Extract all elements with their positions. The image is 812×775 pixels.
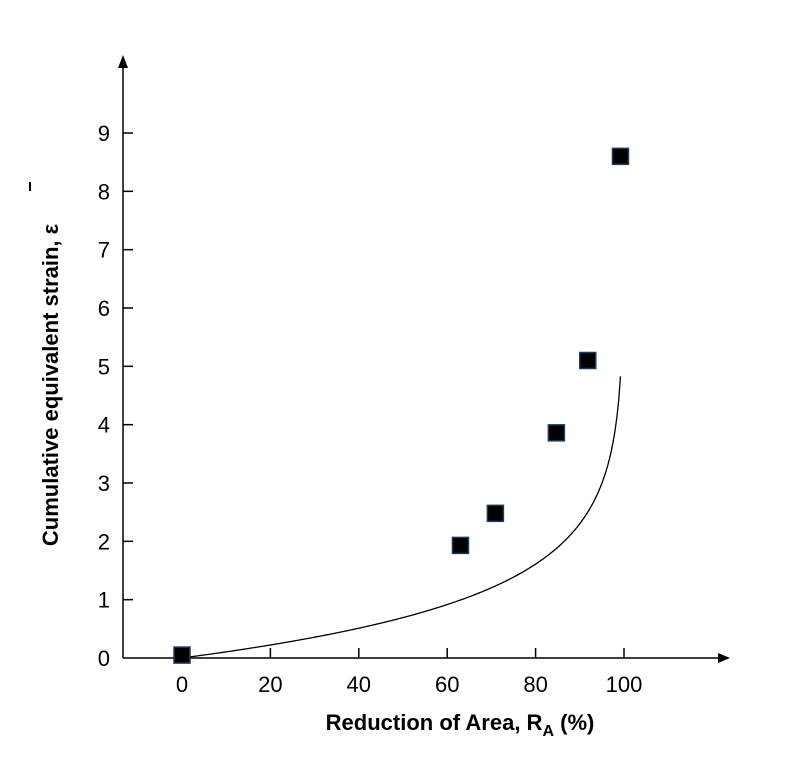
x-axis-title-suffix: (%) bbox=[554, 710, 594, 735]
axes bbox=[118, 55, 730, 663]
x-tick-label: 100 bbox=[606, 672, 643, 697]
y-ticks: 0 1 2 3 4 5 6 7 8 9 bbox=[98, 121, 133, 671]
y-tick-label: 5 bbox=[98, 354, 110, 379]
data-point bbox=[579, 351, 597, 370]
x-ticks: 0 20 40 60 80 100 bbox=[176, 648, 642, 697]
x-tick-label: 80 bbox=[523, 672, 547, 697]
x-tick-label: 0 bbox=[176, 672, 188, 697]
x-axis-title: Reduction of Area, RA (%) bbox=[326, 710, 595, 740]
y-tick-label: 4 bbox=[98, 413, 110, 438]
y-tick-label: 6 bbox=[98, 296, 110, 321]
x-tick-label: 60 bbox=[435, 672, 459, 697]
y-axis-arrow bbox=[118, 55, 128, 68]
y-tick-label: 9 bbox=[98, 121, 110, 146]
x-tick-label: 40 bbox=[347, 672, 371, 697]
y-tick-label: 8 bbox=[98, 179, 110, 204]
y-tick-label: 2 bbox=[98, 529, 110, 554]
x-axis-title-subscript: A bbox=[542, 723, 554, 740]
y-axis-title: Cumulative equivalent strain, ε bbox=[38, 223, 63, 546]
data-point bbox=[611, 147, 630, 166]
y-tick-label: 7 bbox=[98, 238, 110, 263]
data-point bbox=[451, 536, 470, 555]
y-tick-label: 1 bbox=[98, 588, 110, 613]
x-tick-label: 20 bbox=[258, 672, 282, 697]
data-points bbox=[173, 147, 630, 664]
data-point bbox=[173, 646, 191, 664]
x-axis-arrow bbox=[718, 653, 730, 663]
y-tick-label: 0 bbox=[98, 646, 110, 671]
y-tick-label: 3 bbox=[98, 471, 110, 496]
y-axis-title-symbol: ε bbox=[38, 223, 63, 234]
fit-curve bbox=[181, 376, 622, 659]
data-point bbox=[486, 504, 505, 523]
data-point bbox=[547, 424, 566, 442]
